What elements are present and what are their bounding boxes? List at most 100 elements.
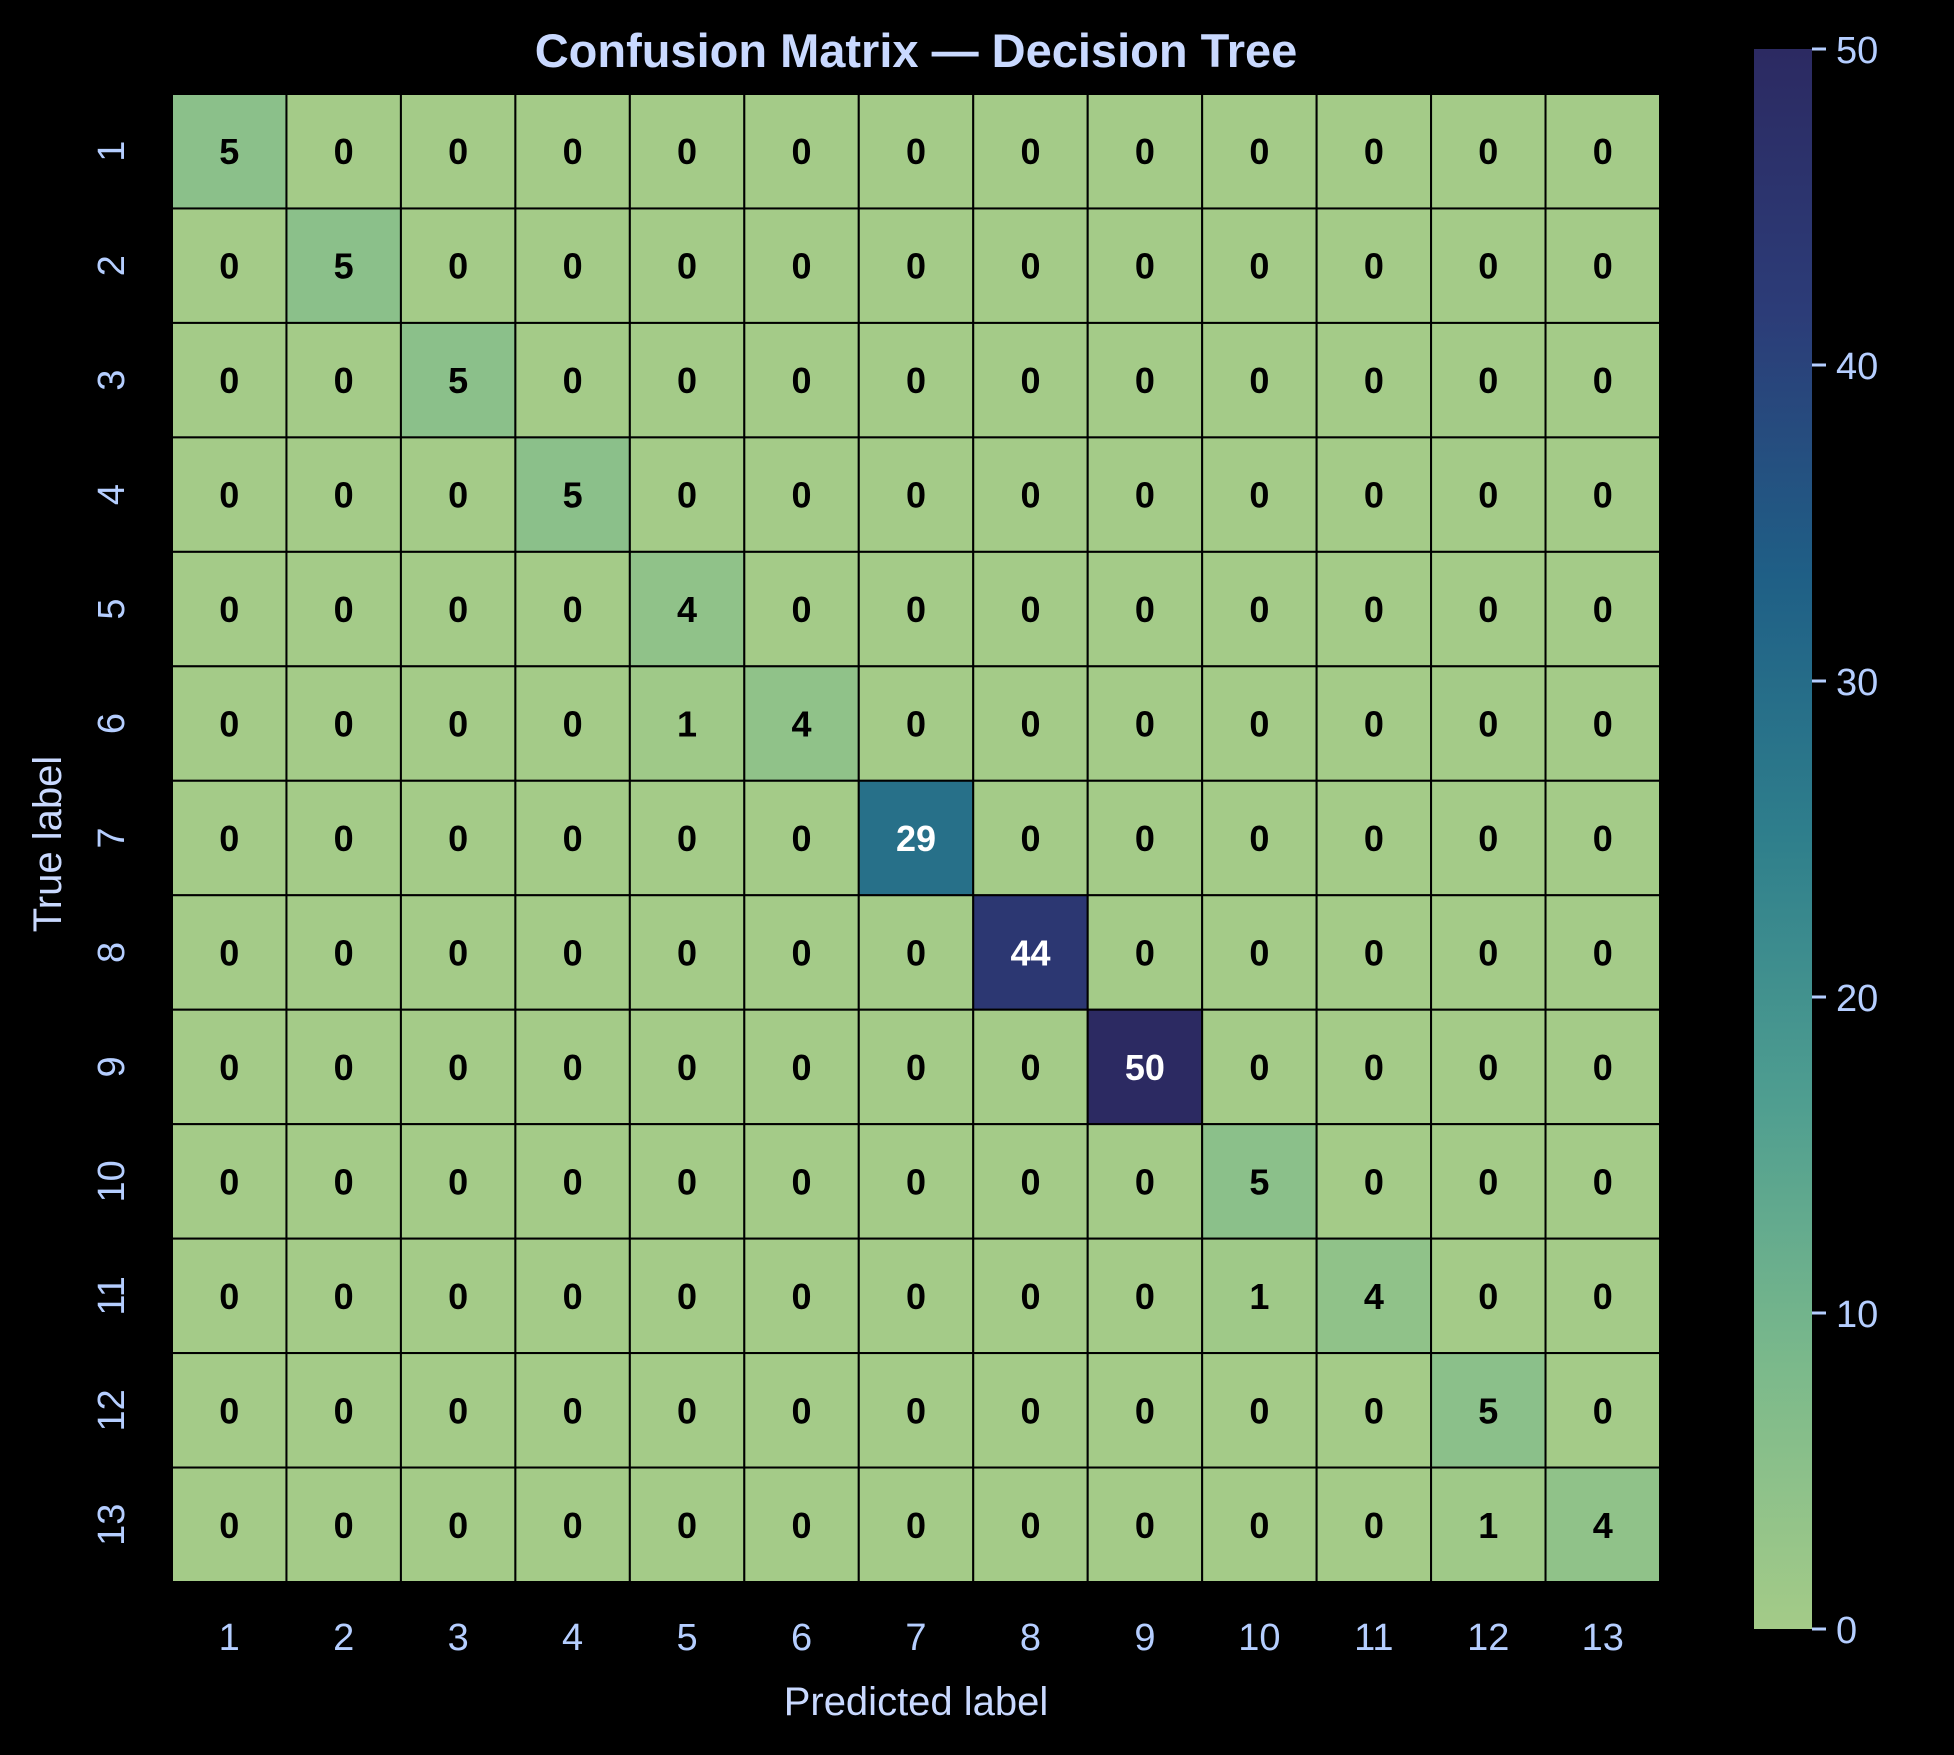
cell-value-label: 0 [1593, 818, 1613, 859]
heatmap-cell [743, 1123, 860, 1240]
cell-value-label: 0 [792, 131, 812, 172]
cell-value-label: 0 [1364, 704, 1384, 745]
heatmap-cell [285, 779, 402, 897]
heatmap-cell [171, 207, 288, 324]
cell-value-label: 0 [1593, 932, 1613, 973]
heatmap-cell [857, 1008, 975, 1126]
cell-value-label: 0 [792, 360, 812, 401]
heatmap-cell [743, 436, 860, 553]
cell-value-label: 0 [906, 704, 926, 745]
cell-value-label: 0 [1478, 360, 1498, 401]
cell-value-label: 0 [1135, 1390, 1155, 1431]
heatmap-cell [857, 665, 975, 782]
cell-value-label: 0 [334, 1276, 354, 1317]
heatmap-cell [1201, 1123, 1318, 1240]
cell-value-label: 0 [906, 932, 926, 973]
heatmap-cell [857, 1352, 975, 1469]
heatmap-cell [1315, 665, 1433, 782]
heatmap-cell [514, 1123, 631, 1240]
cell-value-label: 0 [1249, 131, 1269, 172]
heatmap-cell [514, 550, 631, 668]
heatmap-cell [1086, 779, 1204, 897]
y-tick-label: 12 [91, 1389, 133, 1431]
heatmap-cell [1430, 1008, 1547, 1126]
y-tick-label: 7 [91, 827, 133, 848]
x-axis-ticks: 1 2 3 4 5 6 7 8 9 10 11 12 13 [219, 1617, 1624, 1659]
y-tick-label: 4 [91, 484, 133, 505]
cell-value-label: 0 [1478, 589, 1498, 630]
heatmap-cell [628, 1352, 746, 1469]
heatmap-cell [1544, 1237, 1661, 1355]
cell-value-label: 0 [334, 1047, 354, 1088]
cell-value-label: 0 [563, 818, 583, 859]
cell-value-label: 0 [448, 704, 468, 745]
cell-value-label: 5 [334, 246, 354, 287]
heatmap-cell [1430, 779, 1547, 897]
x-tick-label: 10 [1238, 1617, 1280, 1659]
heatmap-cell [399, 1008, 517, 1126]
cell-value-label: 0 [563, 246, 583, 287]
cell-value-label: 44 [1010, 932, 1050, 973]
cell-value-label: 0 [448, 1505, 468, 1546]
cell-value-label: 0 [1020, 246, 1040, 287]
heatmap-cell [285, 207, 402, 324]
cell-value-label: 0 [563, 704, 583, 745]
cell-value-label: 5 [1249, 1161, 1269, 1202]
cell-value-label: 0 [1478, 1276, 1498, 1317]
heatmap-cell [399, 321, 517, 439]
cell-value-label: 0 [1135, 1276, 1155, 1317]
cell-value-label: 0 [1364, 246, 1384, 287]
heatmap-cell [514, 1008, 631, 1126]
cell-value-label: 0 [448, 818, 468, 859]
heatmap-cell [514, 1237, 631, 1355]
cell-value-label: 0 [1249, 1390, 1269, 1431]
cell-value-label: 1 [1478, 1505, 1498, 1546]
cell-value-label: 0 [219, 589, 239, 630]
heatmap-cell [1201, 894, 1318, 1011]
heatmap-cell [1544, 207, 1661, 324]
cell-value-label: 0 [448, 1161, 468, 1202]
cell-value-label: 0 [1135, 704, 1155, 745]
heatmap-cell [1315, 436, 1433, 553]
heatmap-cell [628, 894, 746, 1011]
cell-value-label: 0 [677, 1505, 697, 1546]
colorbar-tick-label: 20 [1836, 978, 1878, 1020]
heatmap-cell [399, 894, 517, 1011]
heatmap-cell [972, 550, 1089, 668]
cell-value-label: 0 [906, 475, 926, 516]
heatmap-cell [514, 207, 631, 324]
cell-value-label: 5 [219, 131, 239, 172]
cell-value-label: 0 [906, 246, 926, 287]
heatmap-cell [628, 207, 746, 324]
cell-value-label: 0 [1135, 475, 1155, 516]
cell-value-label: 0 [1364, 360, 1384, 401]
heatmap-cell [171, 894, 288, 1011]
cell-value-label: 0 [1135, 818, 1155, 859]
cell-value-label: 0 [448, 932, 468, 973]
colorbar-ticks: 0 10 20 30 40 50 [1812, 30, 1878, 1652]
cell-value-label: 0 [334, 475, 354, 516]
heatmap-cell [1315, 779, 1433, 897]
cell-value-label: 0 [1020, 475, 1040, 516]
cell-value-label: 0 [1020, 1276, 1040, 1317]
cell-value-label: 0 [219, 704, 239, 745]
cell-value-label: 0 [334, 818, 354, 859]
x-tick-label: 7 [905, 1617, 926, 1659]
heatmap-cell [1086, 93, 1204, 210]
heatmap-cell [285, 436, 402, 553]
cell-value-label: 0 [1478, 475, 1498, 516]
cell-value-label: 0 [219, 818, 239, 859]
cell-value-label: 0 [1364, 589, 1384, 630]
heatmap-cell [972, 1008, 1089, 1126]
cell-value-label: 0 [1593, 131, 1613, 172]
cell-value-label: 0 [1249, 1047, 1269, 1088]
heatmap-cell [857, 779, 975, 897]
cell-value-label: 0 [563, 589, 583, 630]
heatmap-cell [1544, 550, 1661, 668]
y-tick-label: 1 [91, 141, 133, 162]
heatmap-cell [399, 665, 517, 782]
cell-value-label: 0 [334, 589, 354, 630]
cell-value-label: 0 [563, 1390, 583, 1431]
x-tick-label: 6 [791, 1617, 812, 1659]
